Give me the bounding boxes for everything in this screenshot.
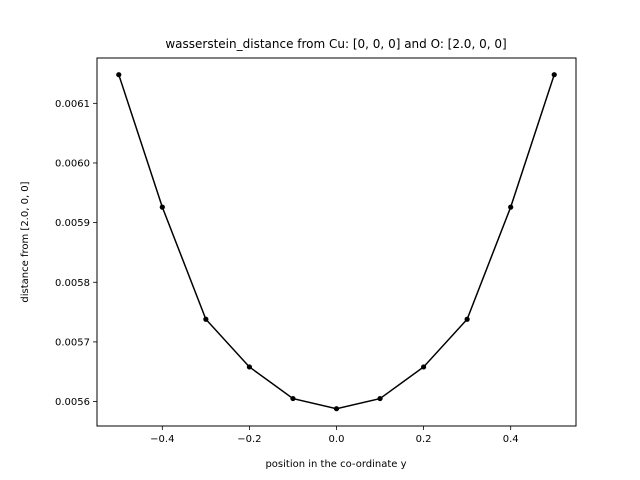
x-tick-label: −0.2	[237, 434, 261, 445]
data-point	[333, 406, 340, 412]
chart-title: wasserstein_distance from Cu: [0, 0, 0] …	[165, 37, 506, 51]
x-tick-label: 0.2	[416, 434, 432, 445]
data-point	[116, 72, 122, 78]
data-point	[203, 316, 209, 322]
y-tick-label: 0.0061	[55, 99, 90, 110]
x-tick-label: 0.4	[503, 434, 519, 445]
data-point	[464, 316, 470, 322]
y-tick-label: 0.0057	[55, 337, 90, 348]
plot-layer: −0.4 −0.2 0.0 0.2 0.4 0.0056 0.0057 0.0058 0.005…	[55, 72, 557, 445]
x-tick-label: −0.4	[150, 434, 174, 445]
data-point	[508, 204, 514, 210]
plot-frame	[96, 57, 577, 427]
y-tick-label: 0.0060	[55, 158, 90, 169]
x-tick-label: 0.0	[329, 434, 345, 445]
y-tick-label: 0.0059	[55, 218, 90, 229]
data-point	[159, 204, 165, 210]
data-point	[290, 395, 296, 402]
data-point	[551, 72, 557, 78]
data-point	[246, 364, 253, 370]
data-point	[377, 395, 383, 402]
y-axis-title: distance from [2.0, 0, 0]	[20, 181, 31, 302]
y-tick-label: 0.0056	[55, 397, 90, 408]
data-point	[420, 364, 427, 370]
x-axis-title: position in the co-ordinate y	[265, 459, 406, 470]
y-tick-label: 0.0058	[55, 278, 90, 289]
